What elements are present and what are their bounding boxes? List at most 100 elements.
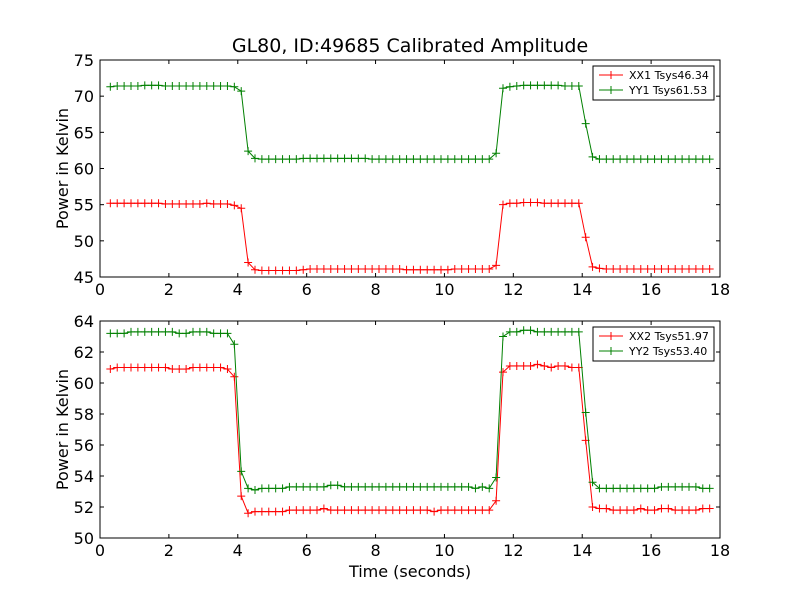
top-series-marker bbox=[492, 149, 501, 158]
bottom-series-marker bbox=[361, 482, 370, 491]
top-series-marker bbox=[423, 265, 432, 274]
bottom-series-marker bbox=[147, 363, 156, 372]
bottom-series-marker bbox=[416, 506, 425, 515]
bottom-series-marker bbox=[127, 363, 135, 372]
top-series-marker bbox=[113, 199, 122, 208]
bottom-series-marker bbox=[189, 327, 197, 336]
top-series-marker bbox=[216, 82, 225, 91]
top-series-marker bbox=[698, 265, 707, 274]
top-series-marker bbox=[182, 199, 191, 208]
top-series-marker bbox=[409, 155, 418, 164]
bottom-series-marker bbox=[319, 482, 328, 491]
top-series-marker bbox=[202, 82, 211, 91]
top-series-marker bbox=[581, 233, 590, 242]
top-series-marker bbox=[643, 265, 652, 274]
top-series-marker bbox=[471, 265, 480, 274]
top-series-marker bbox=[457, 265, 466, 274]
bottom-series-marker bbox=[313, 506, 321, 515]
bottom-x-tick-label: 14 bbox=[572, 541, 592, 560]
bottom-x-tick-label: 0 bbox=[95, 541, 105, 560]
top-series-marker bbox=[450, 265, 459, 274]
top-series-marker bbox=[547, 199, 556, 208]
top-series-marker bbox=[388, 265, 397, 274]
top-series-marker bbox=[485, 265, 494, 274]
top-series-marker bbox=[271, 155, 280, 164]
bottom-series-marker bbox=[478, 506, 487, 515]
top-series-marker bbox=[554, 81, 563, 90]
top-series-marker bbox=[278, 266, 287, 275]
top-series-marker bbox=[340, 265, 349, 274]
bottom-series-marker bbox=[691, 482, 700, 491]
bottom-series-marker bbox=[223, 329, 232, 338]
top-series-marker bbox=[540, 81, 549, 90]
top-series-marker bbox=[499, 84, 507, 93]
top-series-marker bbox=[326, 265, 335, 274]
bottom-series-marker bbox=[616, 484, 625, 493]
top-series-marker bbox=[492, 261, 501, 270]
bottom-series-marker bbox=[347, 482, 356, 491]
bottom-series-marker bbox=[650, 484, 659, 493]
bottom-series-marker bbox=[636, 504, 645, 513]
bottom-series-marker bbox=[313, 482, 321, 491]
bottom-series-marker bbox=[354, 506, 363, 515]
top-series-marker bbox=[326, 154, 335, 163]
bottom-series-marker bbox=[154, 363, 163, 372]
top-series-marker bbox=[623, 155, 631, 164]
top-series-marker bbox=[457, 155, 466, 164]
bottom-series-marker bbox=[623, 484, 631, 493]
top-series-marker bbox=[133, 199, 142, 208]
bottom-series-marker bbox=[636, 484, 645, 493]
top-series-marker bbox=[554, 199, 563, 208]
bottom-series-marker bbox=[547, 363, 556, 372]
top-series-marker bbox=[588, 152, 597, 161]
top-series-marker bbox=[685, 155, 693, 164]
top-series-marker bbox=[120, 82, 129, 91]
bottom-series-marker bbox=[561, 361, 569, 370]
bottom-series-marker bbox=[299, 506, 308, 515]
bottom-legend-label: YY2 Tsys53.40 bbox=[628, 345, 707, 358]
top-series-marker bbox=[705, 155, 714, 164]
bottom-x-tick-label: 6 bbox=[302, 541, 312, 560]
top-legend-marker bbox=[607, 86, 615, 94]
bottom-series-marker bbox=[430, 482, 439, 491]
bottom-series-marker bbox=[223, 365, 232, 374]
top-series-marker bbox=[347, 265, 356, 274]
bottom-series-marker bbox=[588, 503, 597, 511]
top-x-tick-label: 6 bbox=[302, 280, 312, 299]
bottom-series-marker bbox=[271, 484, 280, 493]
top-y-tick-label: 50 bbox=[74, 232, 94, 251]
top-series-marker bbox=[154, 81, 163, 90]
top-series-marker bbox=[416, 155, 425, 164]
top-series-marker bbox=[133, 82, 142, 91]
bottom-series-marker bbox=[133, 327, 142, 336]
bottom-series-marker bbox=[285, 506, 294, 515]
top-series-marker bbox=[195, 82, 204, 91]
bottom-series-marker bbox=[361, 506, 370, 515]
bottom-series-marker bbox=[678, 482, 687, 491]
bottom-x-tick-label: 8 bbox=[370, 541, 380, 560]
top-series-marker bbox=[361, 265, 370, 274]
top-series-marker bbox=[519, 198, 528, 207]
top-y-tick-label: 60 bbox=[74, 160, 94, 179]
bottom-axes-frame bbox=[99, 320, 721, 539]
top-series-marker bbox=[698, 155, 707, 164]
top-series-marker bbox=[616, 155, 625, 164]
bottom-series-marker bbox=[285, 482, 294, 491]
top-series-marker bbox=[678, 155, 687, 164]
top-series-marker bbox=[547, 81, 556, 90]
top-series-marker bbox=[230, 201, 239, 210]
bottom-series-marker bbox=[264, 484, 273, 493]
bottom-series-marker bbox=[450, 506, 459, 515]
top-series-marker bbox=[416, 265, 425, 274]
bottom-series-marker bbox=[464, 482, 473, 491]
bottom-series-marker bbox=[216, 329, 225, 338]
bottom-series-marker bbox=[230, 340, 239, 349]
top-series-marker bbox=[678, 265, 687, 274]
top-x-tick-label: 12 bbox=[503, 280, 523, 299]
bottom-series-marker bbox=[512, 361, 521, 370]
bottom-series-marker bbox=[595, 504, 604, 513]
bottom-series-marker bbox=[574, 327, 583, 336]
bottom-series-marker bbox=[209, 329, 218, 338]
bottom-series-marker bbox=[168, 327, 177, 336]
top-series-marker bbox=[209, 82, 218, 91]
